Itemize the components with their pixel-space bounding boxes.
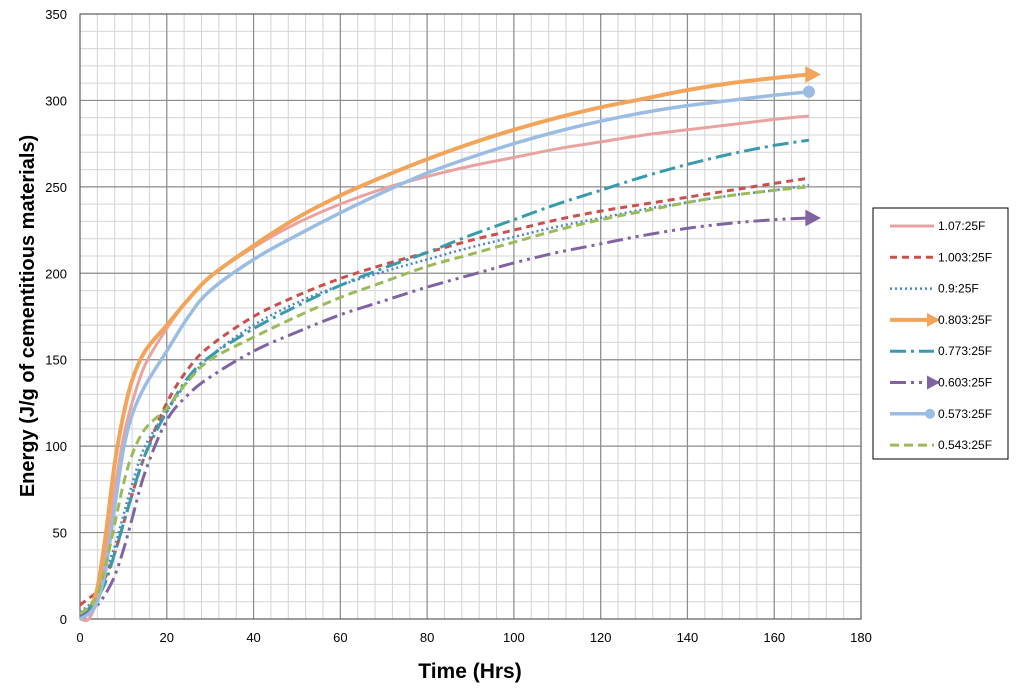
- x-axis-tick-labels: 0 20 40 60 80 100 120 140 160 180: [76, 630, 871, 645]
- series-lines: [78, 66, 821, 623]
- series-0-603-25f-line: [79, 216, 809, 619]
- series-0-573-25f-end-marker: [802, 85, 815, 98]
- legend-item-0-543-25f: 0.543:25F: [890, 438, 992, 452]
- x-axis-title: Time (Hrs): [418, 660, 521, 683]
- series-0-543-25f: [79, 185, 810, 616]
- legend: 1.07:25F 1.003:25F 0.9:25F 0.803:25F 0.773:2…: [872, 207, 1009, 460]
- legend-item-1-003-25f: 1.003:25F: [890, 250, 992, 264]
- y-axis-tick-labels: 0 50 100 150 200 250 300 350: [45, 7, 67, 627]
- series-0-9-25f: [79, 183, 810, 614]
- legend-item-0-9-25f: 0.9:25F: [890, 282, 979, 296]
- y-tick-label: 250: [45, 180, 67, 195]
- legend-item-0-573-25f: 0.573:25F: [890, 407, 992, 421]
- legend-item-0-603-25f: 0.603:25F: [890, 375, 992, 390]
- legend-label: 1.07:25F: [938, 219, 985, 233]
- legend-box: [872, 207, 1009, 460]
- y-tick-label: 100: [45, 439, 67, 454]
- legend-item-0-773-25f: 0.773:25F: [890, 344, 992, 358]
- legend-items: 1.07:25F 1.003:25F 0.9:25F 0.803:25F 0.773:2…: [890, 219, 992, 452]
- x-tick-label: 40: [246, 630, 260, 645]
- y-axis-title: Energy (J/g of cementitious materials): [17, 135, 39, 497]
- plot-background: [80, 14, 861, 619]
- y-tick-label: 350: [45, 7, 67, 22]
- series-0-9-25f-line: [79, 183, 810, 614]
- legend-label: 0.803:25F: [938, 313, 992, 327]
- series-0-543-25f-line: [79, 185, 810, 616]
- y-tick-label: 150: [45, 353, 67, 368]
- x-tick-label: 60: [333, 630, 347, 645]
- legend-label: 0.573:25F: [938, 407, 992, 421]
- y-tick-label: 50: [53, 526, 67, 541]
- x-tick-label: 80: [420, 630, 434, 645]
- legend-item-1-07-25f: 1.07:25F: [890, 219, 985, 233]
- y-tick-label: 300: [45, 93, 67, 108]
- legend-label: 0.773:25F: [938, 344, 992, 358]
- series-0-803-25f: [78, 66, 821, 621]
- series-0-803-25f-line: [78, 72, 810, 621]
- series-0-773-25f: [79, 138, 810, 617]
- series-0-603-25f-end-marker: [805, 209, 821, 227]
- series-1-07-25f-line: [79, 114, 810, 623]
- series-0-603-25f: [79, 209, 821, 619]
- legend-label: 1.003:25F: [938, 250, 992, 264]
- x-tick-label: 140: [677, 630, 699, 645]
- x-tick-label: 120: [590, 630, 612, 645]
- legend-marker: [925, 408, 935, 419]
- legend-marker: [927, 375, 940, 390]
- y-tick-label: 200: [45, 266, 67, 281]
- plot-border: [79, 13, 862, 620]
- series-0-803-25f-end-marker: [805, 66, 821, 83]
- x-tick-label: 160: [763, 630, 785, 645]
- legend-label: 0.603:25F: [938, 376, 992, 390]
- y-tick-label: 0: [60, 612, 67, 627]
- x-tick-label: 180: [850, 630, 872, 645]
- legend-label: 0.543:25F: [938, 438, 992, 452]
- legend-marker: [927, 312, 940, 327]
- x-tick-label: 20: [160, 630, 174, 645]
- series-0-773-25f-line: [79, 138, 810, 617]
- x-tick-label: 0: [76, 630, 83, 645]
- series-0-573-25f-line: [79, 90, 810, 621]
- legend-item-0-803-25f: 0.803:25F: [890, 312, 992, 327]
- series-0-573-25f: [79, 85, 815, 621]
- series-1-07-25f: [79, 114, 810, 623]
- legend-label: 0.9:25F: [938, 282, 979, 296]
- x-tick-label: 100: [503, 630, 525, 645]
